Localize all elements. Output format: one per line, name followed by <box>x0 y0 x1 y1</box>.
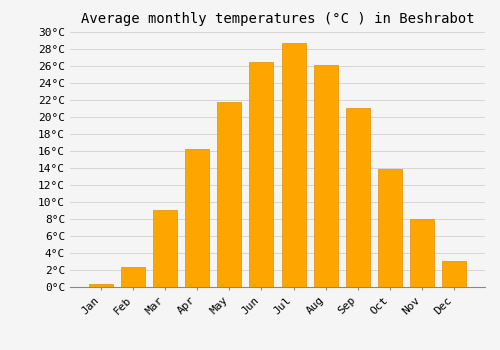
Bar <box>250 62 274 287</box>
Bar <box>185 149 210 287</box>
Bar <box>410 219 434 287</box>
Bar <box>121 267 145 287</box>
Bar <box>153 210 177 287</box>
Title: Average monthly temperatures (°C ) in Beshrabot: Average monthly temperatures (°C ) in Be… <box>80 12 474 26</box>
Bar <box>442 261 466 287</box>
Bar <box>378 169 402 287</box>
Bar <box>218 102 242 287</box>
Bar <box>282 43 306 287</box>
Bar <box>89 284 113 287</box>
Bar <box>346 108 370 287</box>
Bar <box>314 65 338 287</box>
